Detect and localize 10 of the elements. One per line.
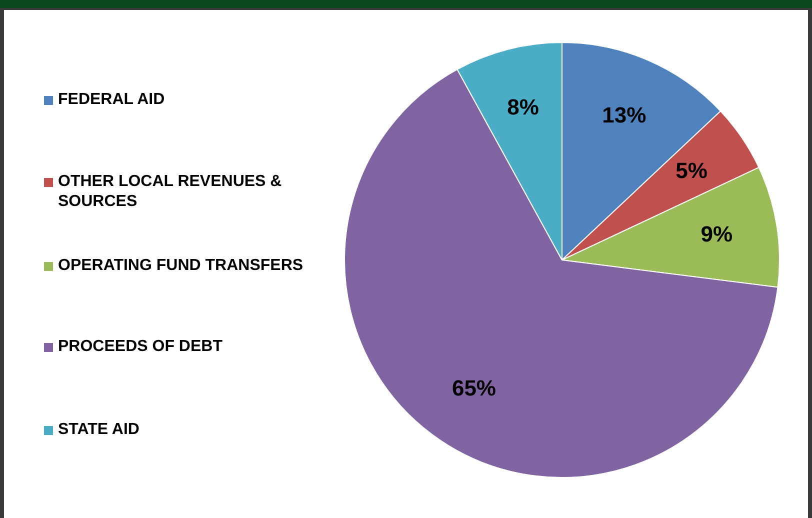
legend-label: OPERATING FUND TRANSFERS (58, 256, 304, 276)
legend-label: STATE AID (58, 420, 140, 440)
data-label: 8% (507, 94, 539, 120)
legend-label: OTHER LOCAL REVENUES & SOURCES (58, 172, 283, 212)
legend-label: FEDERAL AID (58, 90, 165, 110)
data-label: 13% (602, 102, 646, 128)
data-label: 5% (676, 158, 708, 184)
data-label: 65% (452, 376, 496, 401)
legend-label: PROCEEDS OF DEBT (58, 337, 222, 357)
data-label: 9% (700, 222, 733, 247)
